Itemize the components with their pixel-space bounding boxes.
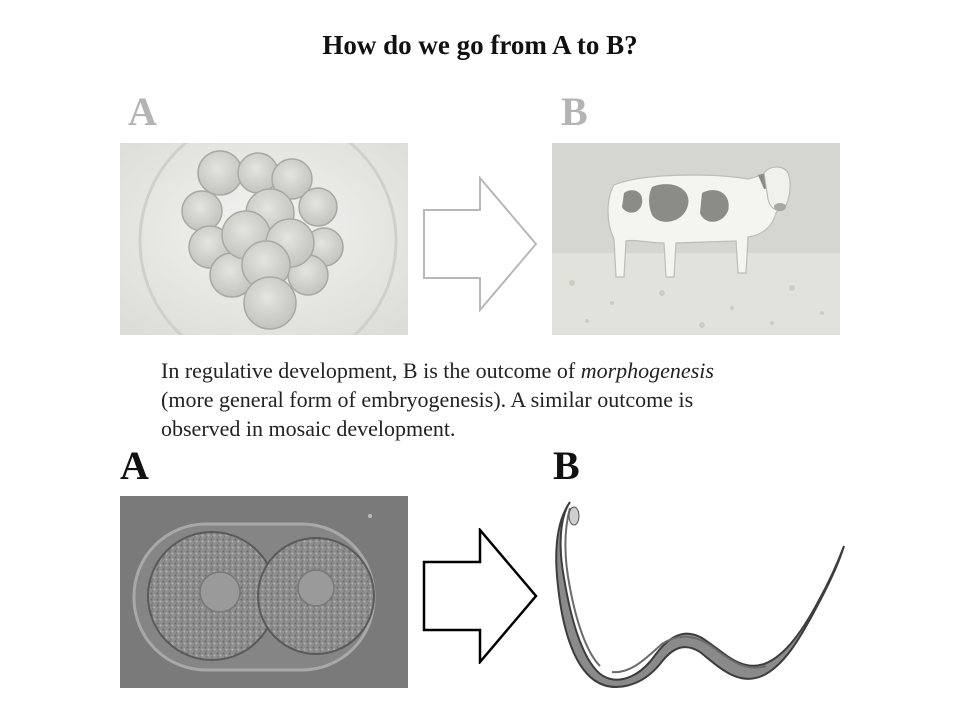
arrow-right-icon-bottom [422, 528, 538, 664]
cow-image [552, 143, 840, 335]
label-b-top: B [561, 89, 588, 134]
explanation-paragraph: In regulative development, B is the outc… [161, 356, 821, 443]
nematode-worm-image [552, 496, 848, 692]
two-cell-embryo-image [120, 496, 408, 688]
paragraph-line-2: (more general form of embryogenesis). A … [161, 387, 694, 412]
slide-title: How do we go from A to B? [322, 30, 638, 60]
morphogenesis-term: morphogenesis [580, 358, 714, 383]
paragraph-line-1: In regulative development, B is the outc… [161, 356, 821, 385]
arrow-right-icon-top [423, 176, 538, 312]
paragraph-line-1-text: In regulative development, B is the outc… [161, 358, 581, 383]
label-a-bottom: A [120, 443, 149, 488]
label-a-top: A [128, 89, 157, 134]
label-b-bottom: B [553, 443, 580, 488]
embryo-cluster-image [120, 143, 408, 335]
paragraph-line-3: observed in mosaic development. [161, 416, 456, 441]
